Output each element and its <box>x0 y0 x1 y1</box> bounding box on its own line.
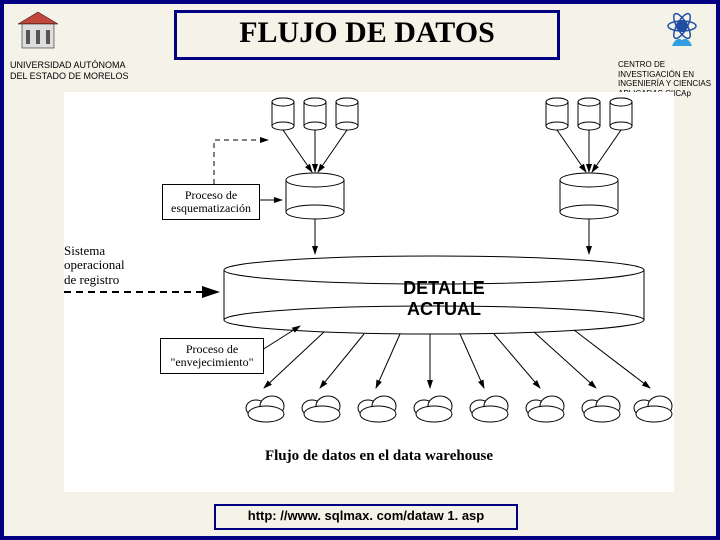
proc-envej-label: Proceso de "envejecimiento" <box>170 342 253 369</box>
flow-diagram <box>64 92 674 492</box>
slide-title: FLUJO DE DATOS <box>174 10 560 60</box>
source-url-text: http: //www. sqlmax. com/dataw 1. asp <box>248 508 484 523</box>
detalle-actual-label: DETALLE ACTUAL <box>384 278 504 320</box>
clouds <box>246 396 672 422</box>
university-logo-icon <box>14 10 62 54</box>
diagram-canvas: Proceso de esquematización Proceso de "e… <box>64 92 674 492</box>
slide-frame: FLUJO DE DATOS UNIVERSIDAD AUTÓNOMA DEL … <box>0 0 720 540</box>
proc-esquem-box: Proceso de esquematización <box>162 184 260 220</box>
right-db-icon <box>560 173 618 219</box>
bottom-fan-arrows <box>264 330 650 388</box>
left-institution-label: UNIVERSIDAD AUTÓNOMA DEL ESTADO DE MOREL… <box>10 60 129 82</box>
sistema-label: Sistema operacional de registro <box>64 244 125 287</box>
small-cylinders <box>272 98 632 130</box>
proc-esquem-label: Proceso de esquematización <box>171 188 251 215</box>
left-db-icon <box>286 173 344 219</box>
left-institution-text: UNIVERSIDAD AUTÓNOMA DEL ESTADO DE MOREL… <box>10 60 129 81</box>
proc-envej-box: Proceso de "envejecimiento" <box>160 338 264 374</box>
ciicap-logo-icon <box>658 10 706 54</box>
diagram-caption: Flujo de datos en el data warehouse <box>214 448 544 465</box>
source-url-box: http: //www. sqlmax. com/dataw 1. asp <box>214 504 518 530</box>
